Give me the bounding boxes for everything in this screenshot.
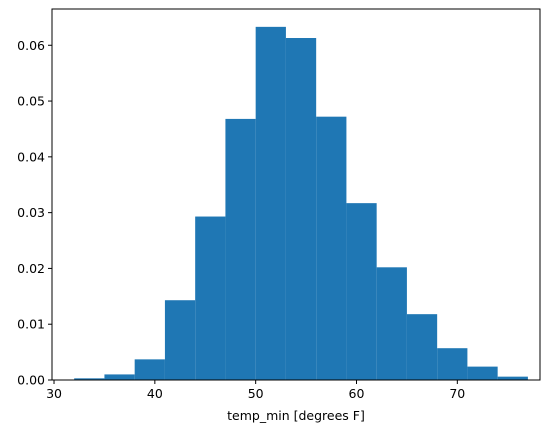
- histogram-bar: [285, 38, 317, 380]
- histogram-bar: [406, 314, 438, 380]
- y-tick-label: 0.00: [17, 373, 45, 388]
- x-axis-ticks: 30 40 50 60 70: [46, 380, 465, 401]
- x-axis-label: temp_min [degrees F]: [227, 408, 365, 423]
- x-tick-label: 40: [147, 386, 163, 401]
- y-axis-ticks: 0.00 0.01 0.02 0.03 0.04 0.05 0.06: [17, 38, 52, 388]
- y-tick-label: 0.02: [17, 261, 45, 276]
- histogram-bar: [225, 118, 256, 380]
- y-tick-label: 0.04: [17, 149, 45, 164]
- histogram-bar: [195, 216, 226, 380]
- y-tick-label: 0.06: [17, 38, 45, 53]
- histogram-bar: [104, 374, 135, 380]
- histogram-bar: [497, 376, 528, 380]
- bars-group: [74, 26, 528, 381]
- histogram-bar: [164, 300, 196, 380]
- histogram-bar: [316, 116, 347, 381]
- histogram-bar: [346, 203, 377, 380]
- histogram-bar: [255, 26, 286, 380]
- x-tick-label: 30: [46, 386, 62, 401]
- plot-frame: [51, 8, 541, 381]
- x-tick-label: 70: [449, 386, 465, 401]
- y-tick-label: 0.03: [17, 205, 45, 220]
- y-tick-label: 0.01: [17, 317, 45, 332]
- histogram-bar: [74, 378, 105, 380]
- histogram-bar: [376, 267, 407, 380]
- histogram-bar: [467, 366, 498, 380]
- x-tick-label: 50: [248, 386, 264, 401]
- histogram-bar: [437, 348, 468, 380]
- x-tick-label: 60: [349, 386, 365, 401]
- histogram-bar: [134, 359, 165, 380]
- y-tick-label: 0.05: [17, 94, 45, 109]
